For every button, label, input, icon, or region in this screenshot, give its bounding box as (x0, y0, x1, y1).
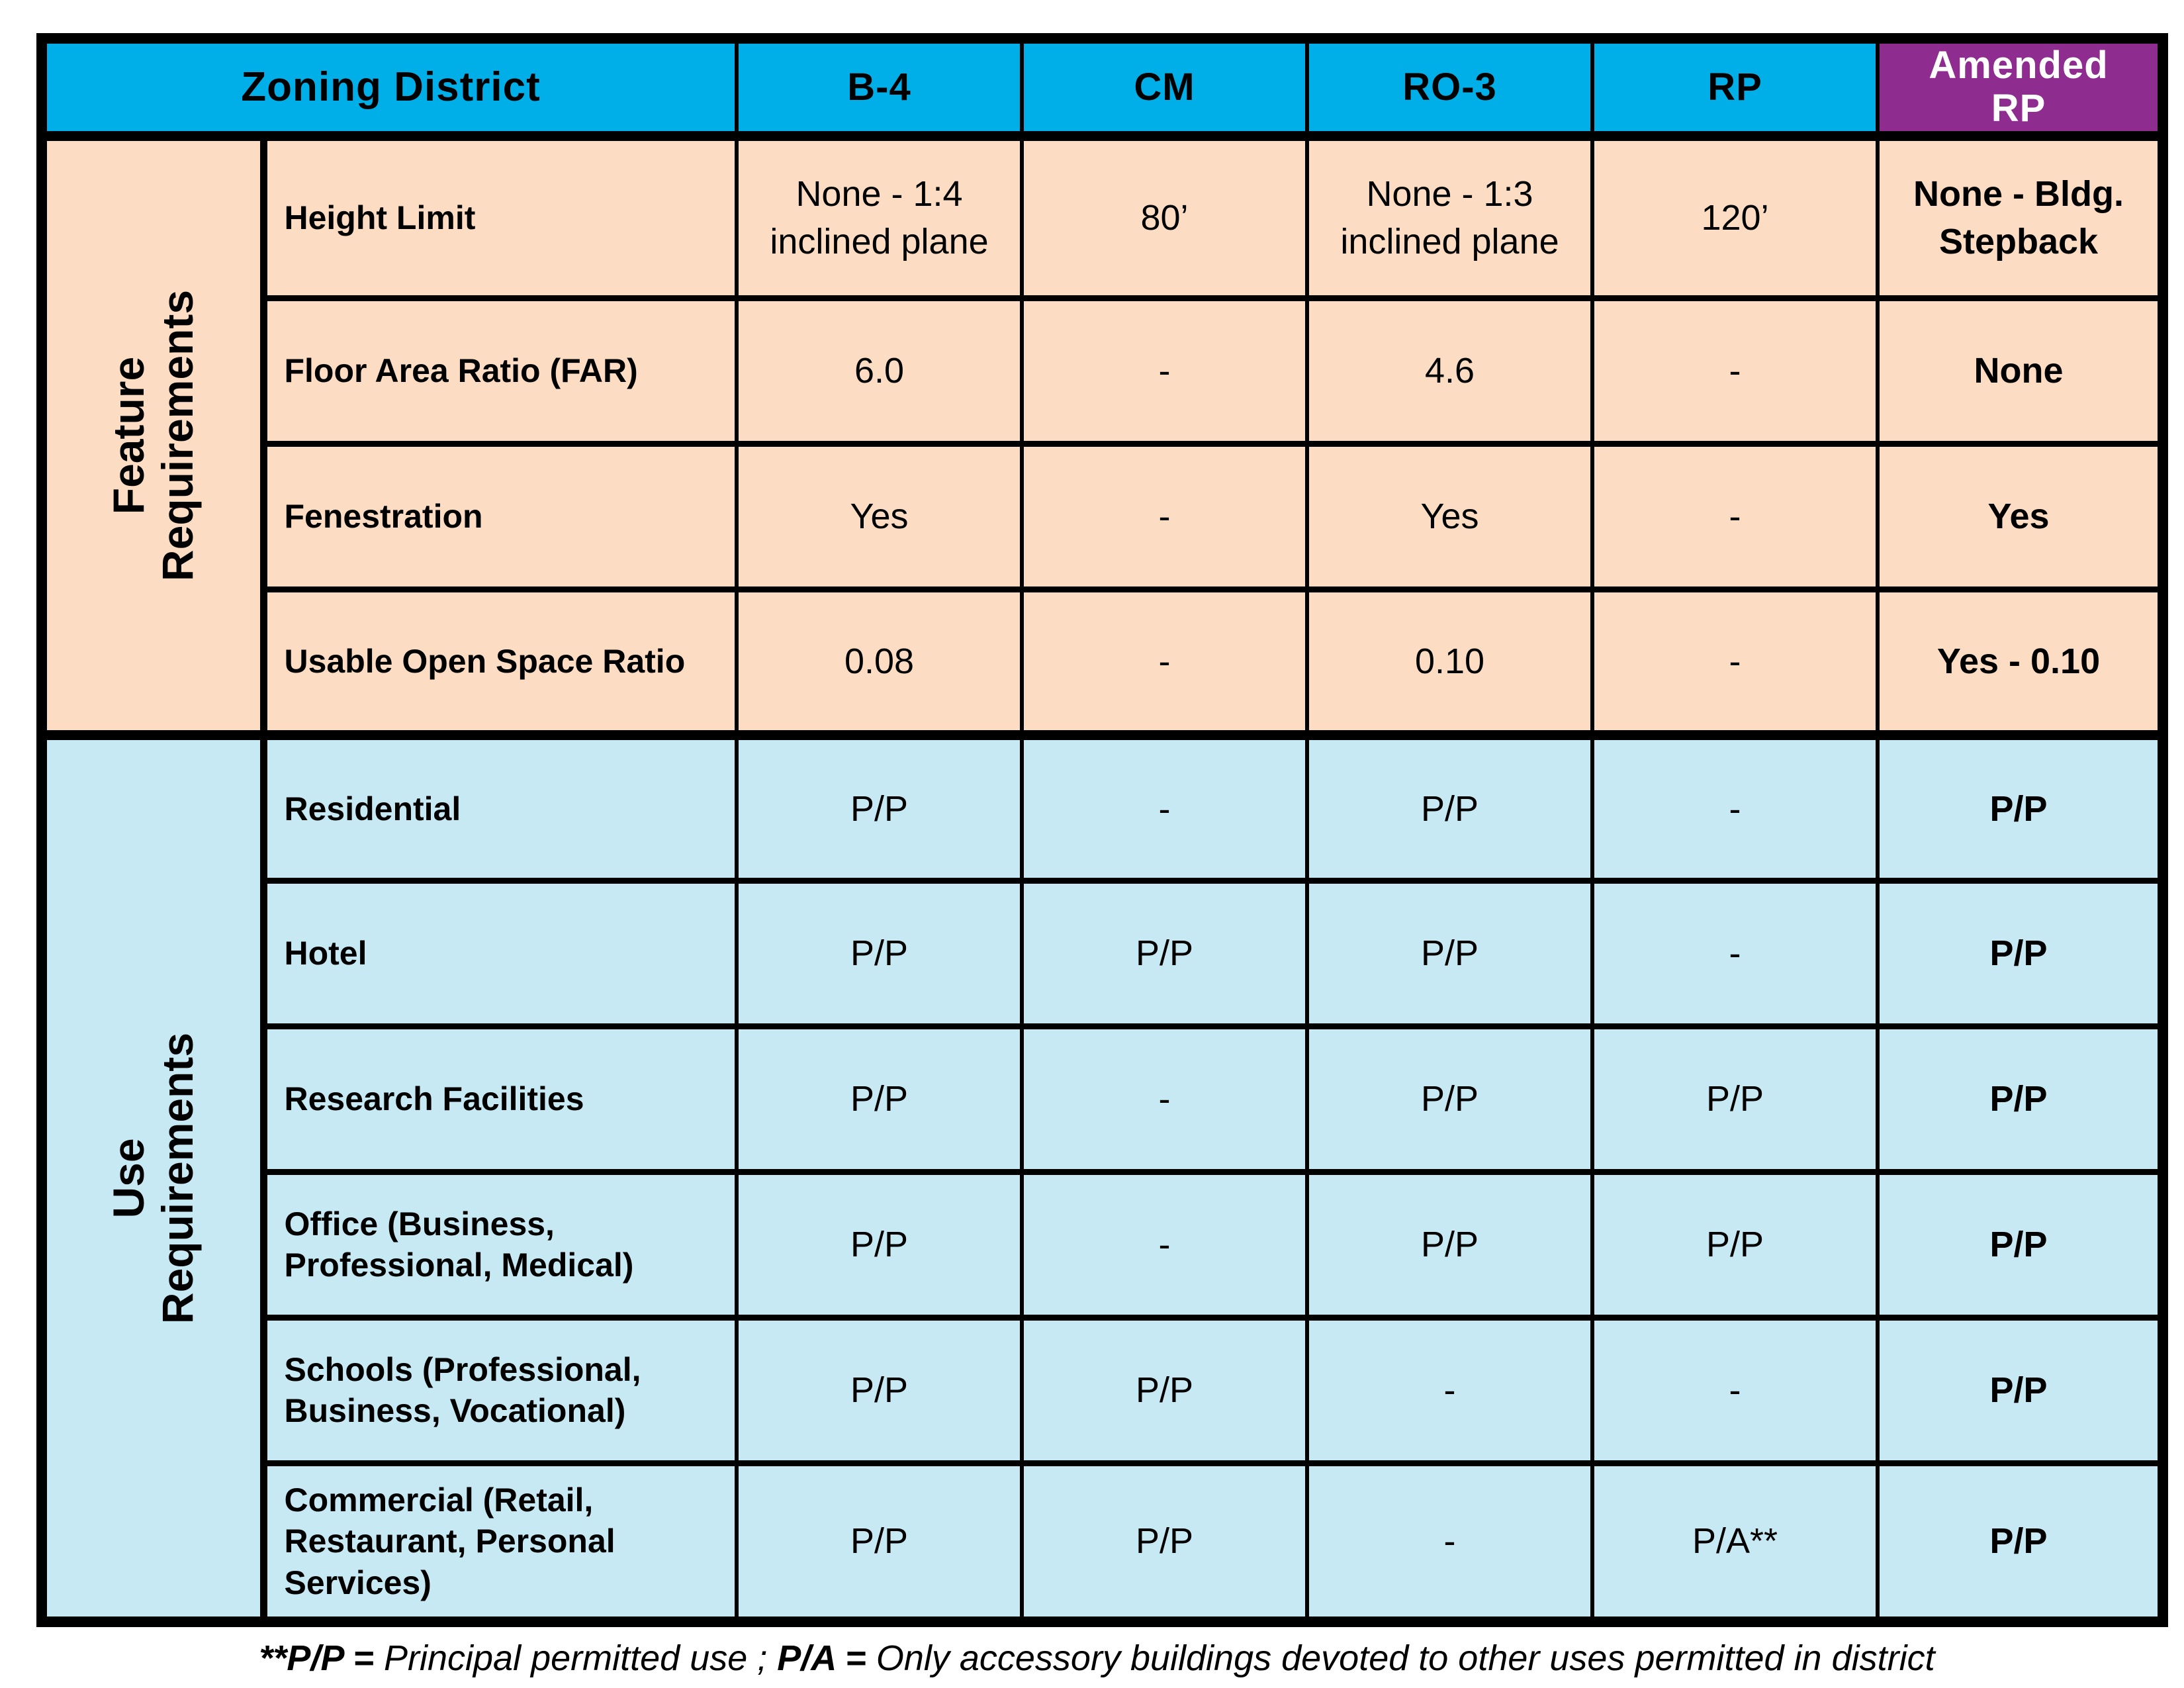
value-cell: - (1305, 1314, 1595, 1466)
use-requirements-section-label: Use Requirements (40, 729, 267, 1625)
value-cell-amended: P/P (1876, 1460, 2165, 1625)
footnote-pa-key: P/A = (777, 1638, 876, 1679)
value-cell-amended: None - Bldg. Stepback (1876, 130, 2165, 301)
value-cell: P/P (1020, 1314, 1310, 1466)
column-header-cm: CM (1020, 35, 1310, 139)
table-row-fenestration: Fenestration Yes - Yes - Yes (42, 440, 2165, 592)
value-cell: - (1590, 295, 1880, 447)
value-cell: 0.10 (1305, 586, 1595, 738)
use-requirements-vertical-text: Use Requirements (103, 1033, 203, 1325)
value-cell: - (1590, 440, 1880, 592)
value-cell: - (1590, 586, 1880, 738)
zoning-comparison-table: Zoning District B-4 CM RO-3 RP Amended R… (36, 33, 2169, 1628)
value-cell: - (1305, 1460, 1595, 1625)
row-label-fenestration: Fenestration (261, 440, 739, 592)
value-cell-amended: Yes (1876, 440, 2165, 592)
row-label-far: Floor Area Ratio (FAR) (261, 295, 739, 447)
value-cell: P/P (735, 1460, 1024, 1625)
value-cell: - (1020, 440, 1310, 592)
value-cell-amended: P/P (1876, 877, 2165, 1029)
column-header-rp: RP (1590, 35, 1880, 139)
value-cell: P/P (1590, 1023, 1880, 1175)
vertical-label-line: Requirements (152, 289, 202, 582)
value-cell: P/P (1305, 1168, 1595, 1321)
table-row-office: Office (Business, Professional, Medical)… (42, 1168, 2165, 1321)
value-cell: - (1590, 1314, 1880, 1466)
amended-rp-label: Amended RP (1929, 44, 2109, 130)
footnote-pa-definition: Only accessory buildings devoted to othe… (876, 1638, 1935, 1679)
value-cell-amended: None (1876, 295, 2165, 447)
table-row-schools: Schools (Professional, Business, Vocatio… (42, 1314, 2165, 1466)
table-row-research-facilities: Research Facilities P/P - P/P P/P P/P (42, 1023, 2165, 1175)
value-cell: P/A** (1590, 1460, 1880, 1625)
value-cell: P/P (735, 877, 1024, 1029)
column-header-ro3: RO-3 (1305, 35, 1595, 139)
value-cell: None - 1:4 inclined plane (735, 130, 1024, 301)
row-label-hotel: Hotel (261, 877, 739, 1029)
table-row-commercial: Commercial (Retail, Restaurant, Personal… (42, 1460, 2165, 1625)
header-row: Zoning District B-4 CM RO-3 RP Amended R… (39, 35, 2165, 139)
row-label-research-facilities: Research Facilities (261, 1023, 739, 1175)
value-cell: P/P (1305, 877, 1595, 1029)
column-header-amended-rp: Amended RP (1876, 35, 2165, 139)
value-cell-amended: P/P (1876, 1168, 2165, 1321)
vertical-label-line: Use (103, 1138, 153, 1219)
value-cell: P/P (735, 1168, 1024, 1321)
value-cell: - (1020, 1168, 1310, 1321)
value-cell: P/P (1020, 877, 1310, 1029)
value-cell: - (1590, 877, 1880, 1029)
value-cell: 4.6 (1305, 295, 1595, 447)
value-cell-amended: P/P (1876, 1314, 2165, 1466)
value-cell: 80’ (1020, 130, 1310, 301)
table-row-far: Floor Area Ratio (FAR) 6.0 - 4.6 - None (42, 295, 2165, 447)
feature-requirements-vertical-text: Feature Requirements (103, 289, 203, 582)
value-cell: - (1020, 586, 1310, 738)
value-cell-amended: P/P (1876, 729, 2165, 884)
value-cell: Yes (735, 440, 1024, 592)
value-cell: - (1020, 1023, 1310, 1175)
row-label-usable-open-space: Usable Open Space Ratio (261, 586, 739, 738)
vertical-label-line: Requirements (152, 1033, 202, 1325)
row-label-height-limit: Height Limit (261, 130, 739, 301)
value-cell: 0.08 (735, 586, 1024, 738)
row-label-commercial: Commercial (Retail, Restaurant, Personal… (261, 1460, 739, 1625)
table-row-residential: Use Requirements Residential P/P - P/P -… (40, 729, 2165, 1625)
footnote: **P/P = Principal permitted use ; P/A = … (36, 1638, 2158, 1679)
column-header-b4: B-4 (735, 35, 1024, 139)
row-label-office: Office (Business, Professional, Medical) (261, 1168, 739, 1321)
value-cell: 6.0 (735, 295, 1024, 447)
value-cell: P/P (735, 1314, 1024, 1466)
value-cell: P/P (1590, 1168, 1880, 1321)
feature-requirements-section-label: Feature Requirements (40, 130, 267, 738)
value-cell: None - 1:3 inclined plane (1305, 130, 1595, 301)
zoning-district-header: Zoning District (39, 35, 739, 139)
value-cell: P/P (1020, 1460, 1310, 1625)
table-row-usable-open-space: Usable Open Space Ratio 0.08 - 0.10 - Ye… (42, 586, 2165, 738)
footnote-pp-definition: Principal permitted use ; (384, 1638, 778, 1679)
footnote-pp-key: **P/P = (259, 1638, 384, 1679)
value-cell: P/P (1305, 729, 1595, 884)
value-cell-amended: Yes - 0.10 (1876, 586, 2165, 738)
vertical-label-line: Feature (103, 356, 153, 515)
row-label-schools: Schools (Professional, Business, Vocatio… (261, 1314, 739, 1466)
table-row-hotel: Hotel P/P P/P P/P - P/P (42, 877, 2165, 1029)
value-cell: P/P (1305, 1023, 1595, 1175)
table-row-height-limit: Feature Requirements Height Limit None -… (40, 130, 2165, 738)
value-cell: - (1020, 295, 1310, 447)
row-label-residential: Residential (261, 729, 739, 884)
value-cell: P/P (735, 1023, 1024, 1175)
value-cell: 120’ (1590, 130, 1880, 301)
value-cell: - (1590, 729, 1880, 884)
value-cell: Yes (1305, 440, 1595, 592)
value-cell-amended: P/P (1876, 1023, 2165, 1175)
value-cell: - (1020, 729, 1310, 884)
value-cell: P/P (735, 729, 1024, 884)
